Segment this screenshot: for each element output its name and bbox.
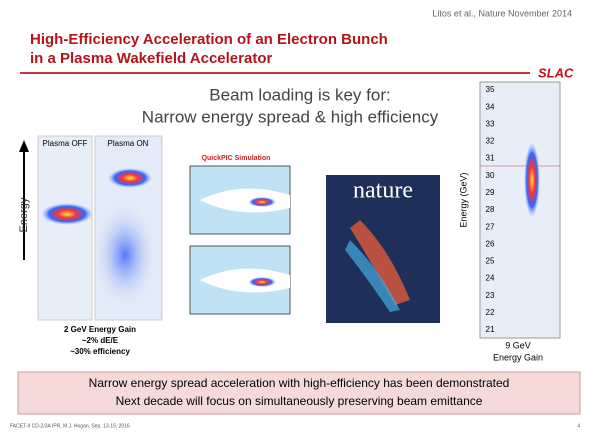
beam <box>41 203 93 225</box>
tick-label: 31 <box>486 154 495 163</box>
caption: 9 GeV <box>505 340 531 350</box>
sim-title: QuickPIC Simulation <box>202 155 271 162</box>
beam <box>108 168 152 188</box>
conclusion: Next decade will focus on simultaneously… <box>116 394 483 408</box>
tick-label: 35 <box>486 85 495 94</box>
tick-label: 22 <box>486 308 495 317</box>
logo: SLAC <box>538 65 574 80</box>
axis-label: Energy <box>18 197 30 232</box>
citation: Litos et al., Nature November 2014 <box>432 8 572 18</box>
title: in a Plasma Wakefield Accelerator <box>30 50 272 67</box>
panel-label: Plasma OFF <box>43 139 88 148</box>
caption: ~30% efficiency <box>70 347 130 356</box>
tick-label: 34 <box>486 102 495 111</box>
cover-art <box>345 240 400 312</box>
tick-label: 23 <box>486 291 495 300</box>
cover-art <box>350 220 410 305</box>
caption: Energy Gain <box>493 352 543 362</box>
cover-title: nature <box>353 178 413 204</box>
tick-label: 21 <box>486 325 495 334</box>
caption: 2 GeV Energy Gain <box>64 325 136 334</box>
bunch <box>248 197 276 207</box>
tick-label: 26 <box>486 239 495 248</box>
caption: ~2% dE/E <box>82 336 119 345</box>
bunch <box>248 277 276 287</box>
arrow-head <box>19 140 29 152</box>
tick-label: 30 <box>486 171 495 180</box>
beam <box>524 142 540 218</box>
page-number: 4 <box>577 423 580 429</box>
tick-label: 29 <box>486 188 495 197</box>
tick-label: 27 <box>486 222 495 231</box>
beam-tail <box>95 205 155 305</box>
footer: FACET-II CD-2/3A IPR, M.J. Hogan, Sep. 1… <box>10 423 130 429</box>
tick-label: 28 <box>486 205 495 214</box>
subtitle: Beam loading is key for: <box>209 85 390 104</box>
tick-label: 24 <box>486 274 495 283</box>
conclusion: Narrow energy spread acceleration with h… <box>89 376 510 390</box>
tick-label: 33 <box>486 119 495 128</box>
panel-off <box>37 135 93 321</box>
spectrometer-panel <box>479 81 561 339</box>
tick-label: 32 <box>486 137 495 146</box>
subtitle: Narrow energy spread & high efficiency <box>142 107 439 126</box>
panel-label: Plasma ON <box>108 139 149 148</box>
title: High-Efficiency Acceleration of an Elect… <box>30 31 388 48</box>
tick-label: 25 <box>486 257 495 266</box>
axis-label: Energy (GeV) <box>458 172 468 227</box>
conclusion-box <box>17 371 581 415</box>
